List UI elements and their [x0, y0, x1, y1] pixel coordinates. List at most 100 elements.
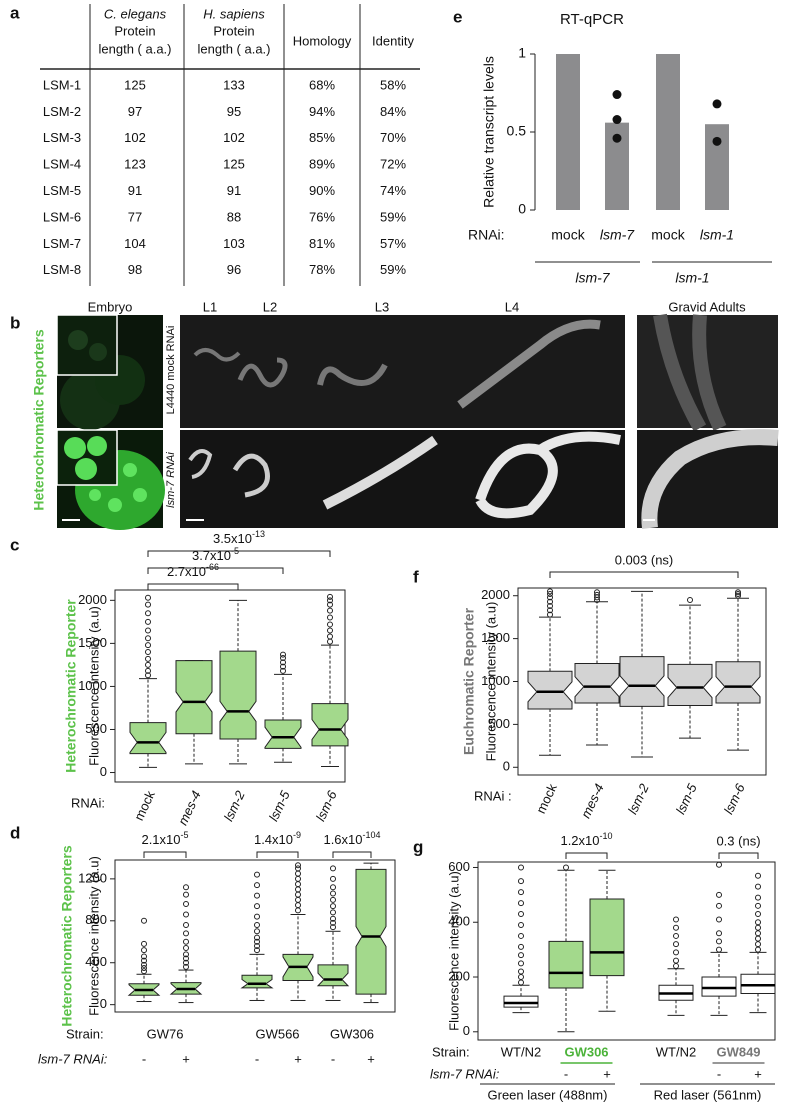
outlier [141, 953, 147, 960]
table-header: C. elegans [104, 6, 167, 21]
table-cell: 76% [309, 209, 335, 224]
y-tick-label: 400 [85, 954, 107, 969]
p-value: 1.6x10-104 [323, 830, 380, 847]
table-header: Homology [293, 33, 352, 48]
p-value-exponent: -66 [206, 562, 219, 572]
p-value-exponent: -10 [600, 831, 613, 841]
y-tick-label: 1200 [78, 870, 107, 885]
rnai-label: - [255, 1051, 259, 1066]
box [527, 670, 573, 710]
side-label: Heterochromatic Reporter [63, 599, 79, 773]
outlier [327, 593, 333, 600]
table-cell: 103 [223, 236, 245, 251]
outlier [280, 667, 286, 674]
outlier [594, 591, 600, 598]
outlier [518, 889, 524, 896]
p-value: 0.3 (ns) [716, 833, 760, 848]
y-tick-label: 0.5 [507, 123, 527, 139]
outlier [145, 594, 151, 601]
p-value-exponent: -104 [363, 830, 381, 840]
table-cell: 70% [380, 130, 406, 145]
y-tick-label: 1000 [481, 673, 510, 688]
x-tick-label: mes-4 [175, 788, 204, 827]
box [701, 976, 737, 997]
outlier [518, 911, 524, 918]
y-axis-label: Fluorescence intensity (a.u) [483, 602, 498, 762]
outlier [673, 963, 679, 970]
table-cell: LSM-4 [43, 157, 81, 172]
outlier [254, 882, 260, 889]
outlier [141, 957, 147, 964]
strain-label: WT/N2 [501, 1044, 541, 1059]
stage-label: L1 [203, 299, 217, 314]
panel-letter: a [10, 3, 20, 22]
significance-bracket [147, 583, 239, 590]
outlier [145, 655, 151, 662]
y-tick-label: 0 [100, 764, 107, 779]
p-value-base: 2.7x10 [167, 564, 206, 579]
outlier [716, 861, 722, 868]
outlier [755, 872, 761, 879]
box [219, 650, 257, 740]
rnai-label: + [754, 1066, 762, 1081]
box [548, 940, 584, 989]
table-cell: 78% [309, 262, 335, 277]
outlier [755, 941, 761, 948]
x-tick-label: mock [651, 227, 685, 243]
outlier [547, 611, 553, 618]
p-value-base: 1.2x10 [560, 833, 599, 848]
data-point [612, 133, 622, 143]
outlier [327, 601, 333, 608]
box [715, 661, 761, 704]
group-label: lsm-7 [575, 270, 610, 286]
outlier [280, 663, 286, 670]
box [175, 660, 213, 735]
row-label: lsm-7 RNAi [165, 452, 177, 508]
strain-label: GW76 [147, 1026, 184, 1041]
y-tick-label: 600 [448, 859, 470, 874]
table-cell: 72% [380, 157, 406, 172]
row-label: RNAi: [71, 795, 105, 810]
outlier [254, 903, 260, 910]
outlier [330, 865, 336, 872]
outlier [330, 896, 336, 903]
table-cell: LSM-1 [43, 77, 81, 92]
outlier [547, 594, 553, 601]
row-label: lsm-7 RNAi: [38, 1051, 108, 1066]
p-value: 2.7x10-66 [167, 562, 219, 579]
outlier [254, 921, 260, 928]
row-label: Strain: [66, 1026, 104, 1041]
panel-letter: f [413, 567, 419, 586]
table-cell: LSM-2 [43, 104, 81, 119]
outlier [518, 900, 524, 907]
y-tick-label: 0 [518, 201, 526, 217]
x-tick-label: lsm-1 [700, 227, 734, 243]
y-tick-label: 1000 [78, 678, 107, 693]
laser-label: Red laser (561nm) [654, 1087, 762, 1102]
outlier [295, 881, 301, 888]
outlier [755, 946, 761, 953]
x-tick-label: mock [551, 227, 585, 243]
table-cell: 95 [227, 104, 241, 119]
outlier [687, 597, 693, 604]
significance-bracket [332, 851, 372, 858]
outlier [330, 909, 336, 916]
outlier [755, 924, 761, 931]
outlier [755, 919, 761, 926]
outlier [673, 924, 679, 931]
strain-label: GW566 [255, 1026, 299, 1041]
outlier [330, 924, 336, 931]
bar [656, 54, 680, 210]
outlier [254, 892, 260, 899]
table-header: Protein [114, 23, 155, 38]
outlier [254, 934, 260, 941]
outlier [141, 964, 147, 971]
outlier [145, 610, 151, 617]
box [589, 898, 625, 977]
p-value: 3.5x10-13 [213, 529, 265, 546]
panel-letter: g [413, 837, 423, 856]
outlier [755, 883, 761, 890]
significance-bracket [143, 851, 187, 858]
outlier [295, 891, 301, 898]
